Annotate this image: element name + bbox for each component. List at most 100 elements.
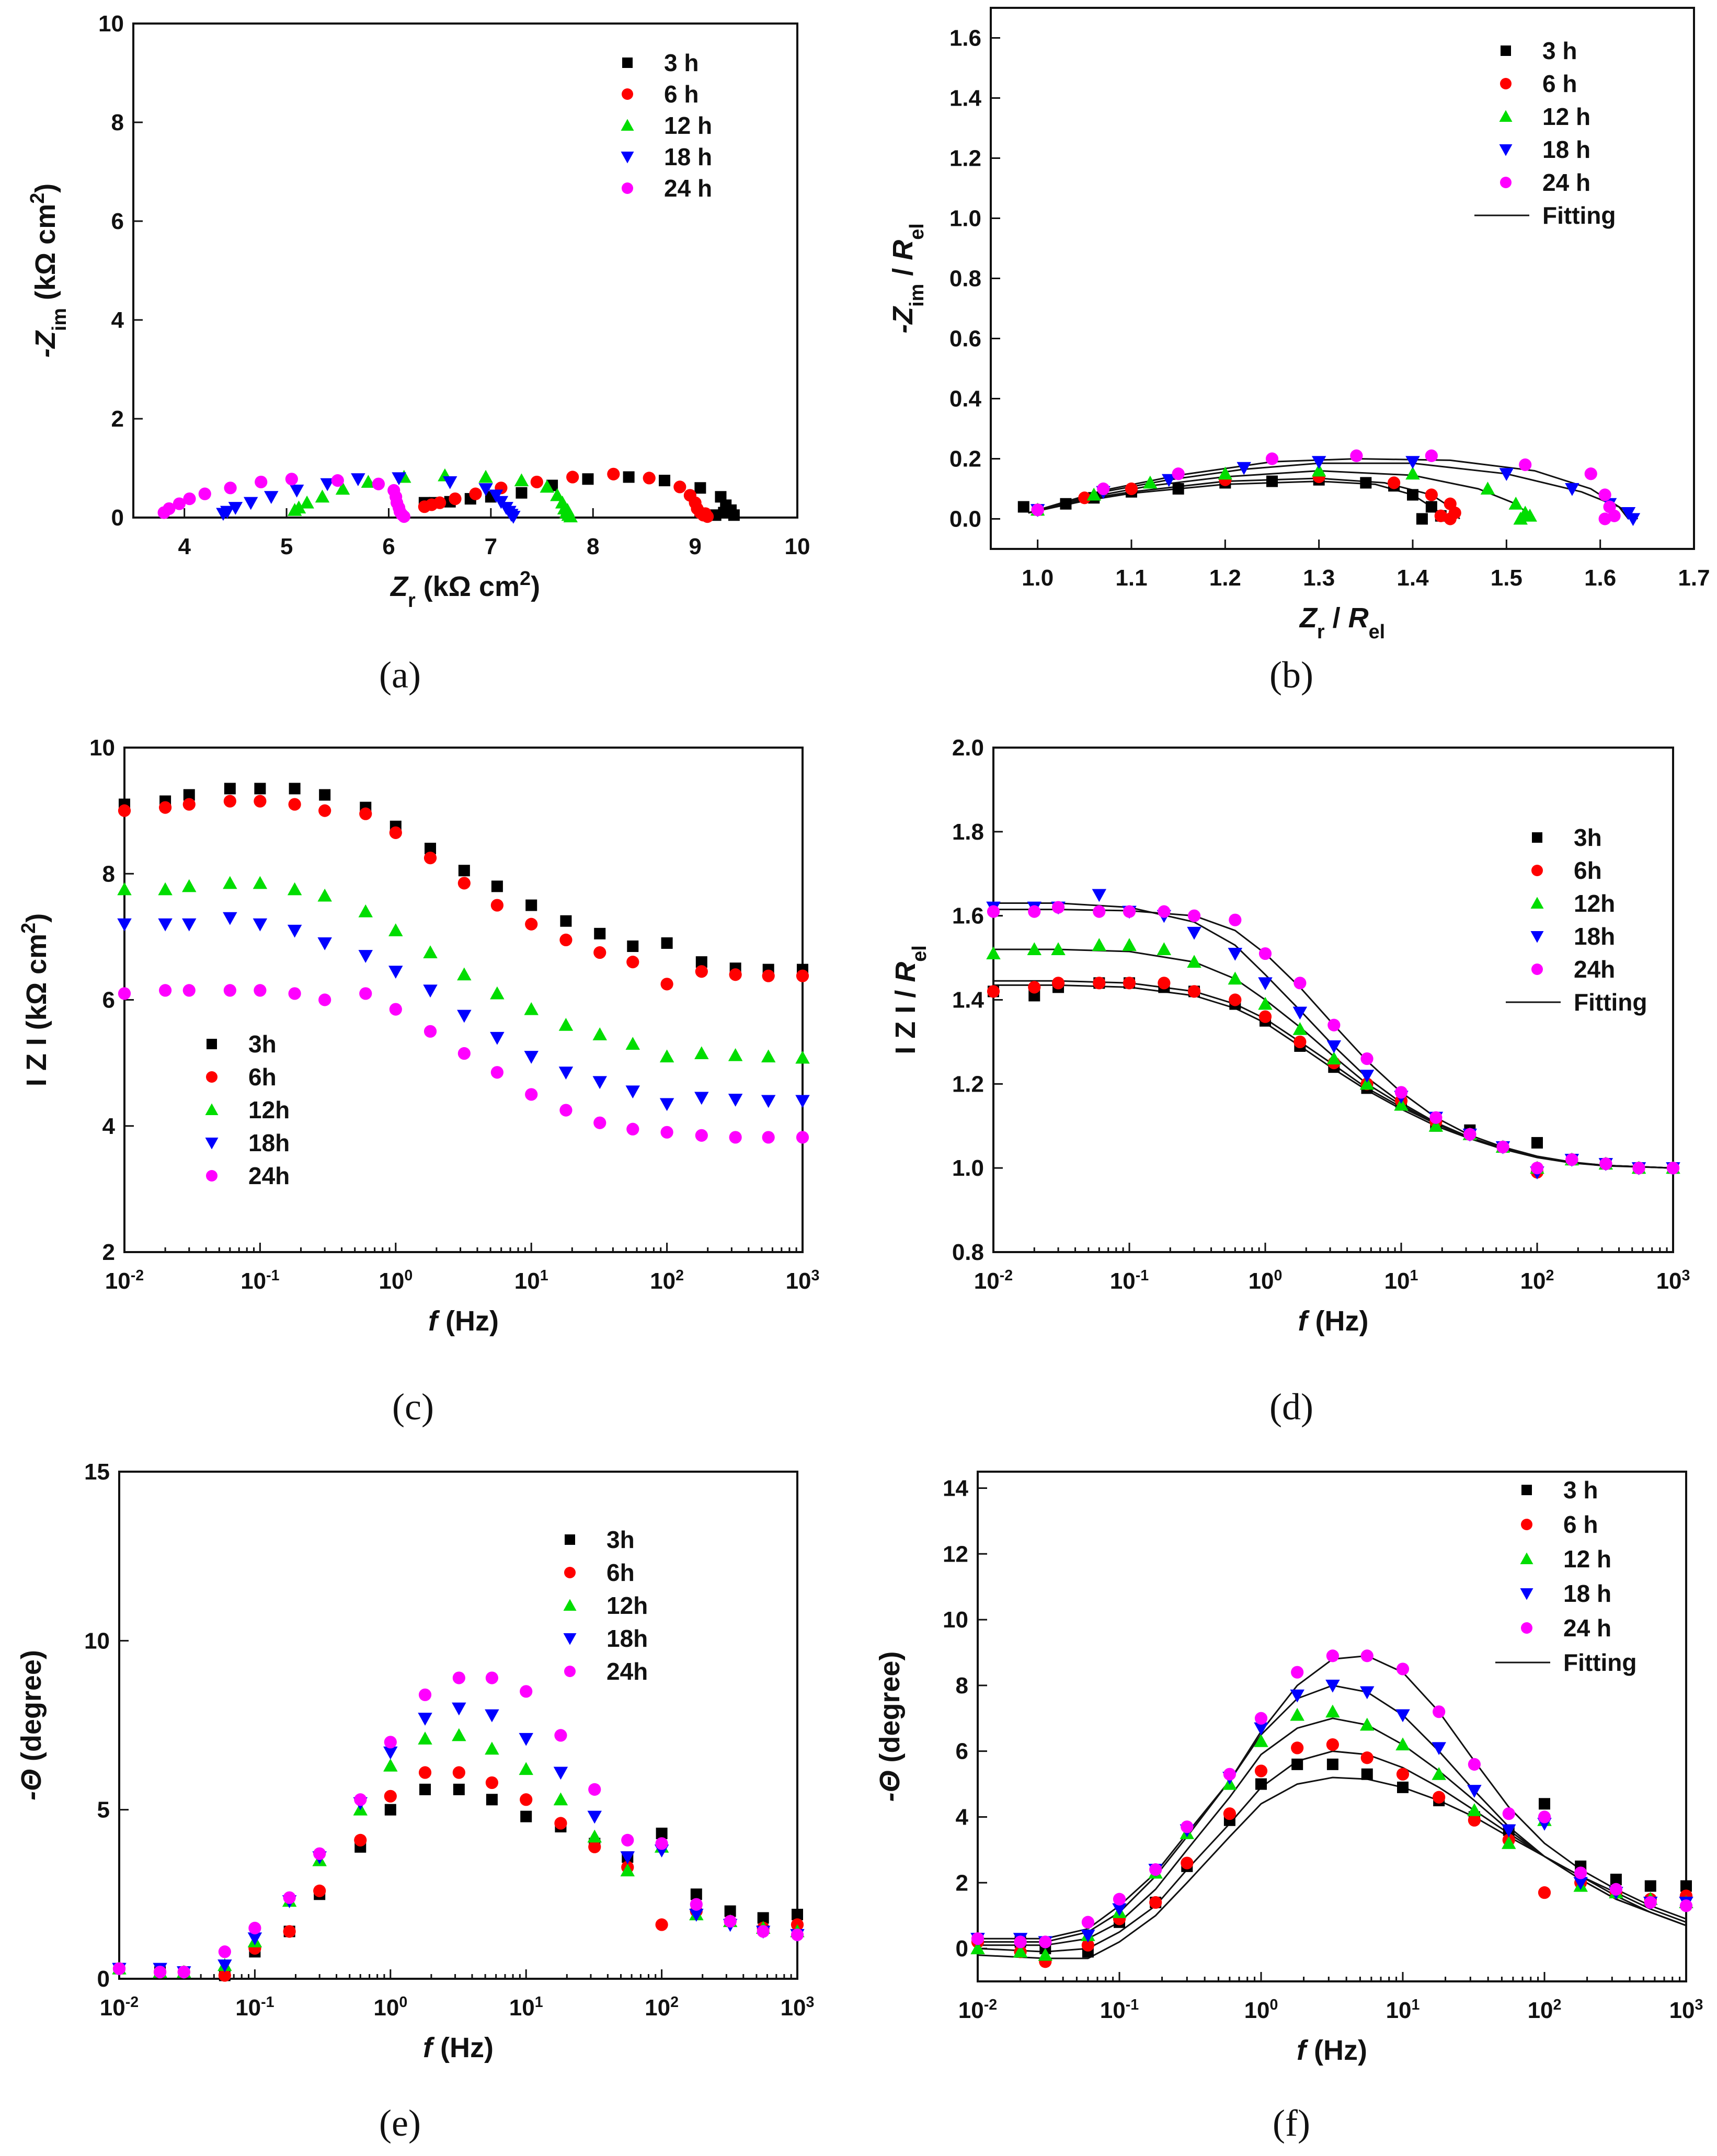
data-point <box>516 487 528 499</box>
legend-label: 12 h <box>1563 1545 1611 1573</box>
data-point <box>223 912 237 925</box>
data-point <box>248 1921 261 1935</box>
x-axis-title: f (Hz) <box>1298 1305 1369 1337</box>
series-24h <box>971 1649 1693 1948</box>
y-axis-title-part: (kΩ cm <box>30 204 61 308</box>
data-point <box>625 1037 640 1050</box>
x-tick-exponent: -2 <box>1000 1267 1013 1284</box>
data-point <box>158 882 173 896</box>
data-point <box>621 1833 634 1847</box>
data-point <box>1311 463 1326 477</box>
data-point <box>1294 1035 1307 1049</box>
data-point <box>987 905 1000 918</box>
data-point <box>389 1003 402 1016</box>
data-point <box>1112 1903 1127 1917</box>
data-point <box>158 801 172 814</box>
y-axis-title: -Θ (degree) <box>874 1651 906 1802</box>
data-point <box>588 1840 601 1853</box>
data-point <box>1388 476 1401 489</box>
x-tick-exponent: 0 <box>399 1994 407 2011</box>
x-axis-title-part: (Hz) <box>1308 1305 1369 1337</box>
series-18h <box>216 472 521 524</box>
data-point <box>300 495 314 509</box>
legend-marker <box>1532 832 1542 843</box>
data-point <box>694 1092 709 1105</box>
legend: 3h 6h 12h 18h 24h Fitting <box>1506 824 1647 1016</box>
x-tick-base: 10 <box>958 1998 984 2023</box>
x-axis-title-part: 2 <box>520 568 531 590</box>
series-24h <box>1031 449 1621 525</box>
x-axis-title-part: el <box>1369 621 1386 643</box>
data-point <box>388 923 403 936</box>
legend-marker <box>1500 78 1512 89</box>
data-point <box>1027 942 1042 955</box>
data-point <box>1181 1856 1194 1870</box>
data-point <box>442 476 457 489</box>
data-point <box>288 987 301 1000</box>
legend-label: 24h <box>1574 956 1615 983</box>
data-point <box>559 933 573 947</box>
data-point <box>792 1909 803 1921</box>
x-tick-label: 102 <box>645 1994 679 2021</box>
x-tick-label: 103 <box>786 1267 820 1294</box>
series-3h <box>113 1783 803 1981</box>
data-point <box>485 1709 499 1723</box>
y-tick-label: 0.8 <box>952 1240 984 1265</box>
legend-label: 6 h <box>1563 1511 1598 1538</box>
legend-marker <box>564 1567 576 1578</box>
y-tick-label: 15 <box>84 1459 110 1485</box>
legend-marker <box>207 1039 217 1049</box>
data-point <box>490 899 503 912</box>
data-point <box>112 1962 126 1975</box>
data-point <box>283 1891 296 1904</box>
data-point <box>1254 1722 1268 1736</box>
x-tick-exponent: 3 <box>1695 1997 1703 2013</box>
data-point <box>729 1131 742 1144</box>
y-tick-label: 10 <box>943 1607 968 1633</box>
x-tick-label: 100 <box>379 1267 413 1294</box>
data-point <box>1157 942 1172 955</box>
x-tick-exponent: 3 <box>1682 1267 1690 1284</box>
data-point <box>1644 1896 1657 1909</box>
data-point <box>183 492 196 506</box>
data-point <box>795 1095 810 1108</box>
legend-label: 18 h <box>1563 1580 1611 1607</box>
x-axis-title-part: (kΩ cm <box>416 571 520 602</box>
x-tick-exponent: 1 <box>1412 1997 1420 2013</box>
data-point <box>659 1098 674 1111</box>
data-point <box>588 1783 601 1796</box>
data-point <box>1051 977 1065 990</box>
plot-frame <box>990 7 1695 550</box>
data-point <box>372 477 385 490</box>
data-point <box>1292 1022 1308 1035</box>
data-point <box>361 475 376 488</box>
y-tick-label: 0.6 <box>949 326 981 352</box>
x-axis-title: Zr (kΩ cm2) <box>390 568 540 612</box>
data-point <box>1360 477 1372 489</box>
data-point <box>1228 948 1243 961</box>
x-tick-label: 1.0 <box>1022 565 1054 591</box>
legend-marker <box>1500 177 1512 188</box>
data-point <box>1181 1820 1194 1833</box>
data-point <box>1255 1778 1267 1790</box>
data-point <box>690 1898 703 1911</box>
data-point <box>1360 1052 1373 1065</box>
legend-marker <box>563 1599 577 1611</box>
data-point <box>1290 1707 1304 1721</box>
series-18h <box>112 1702 805 1979</box>
y-tick-label: 1.4 <box>952 988 985 1013</box>
y-axis-title-part: (degree) <box>874 1651 906 1770</box>
data-point <box>796 1131 809 1144</box>
plot-frame <box>123 747 804 1253</box>
legend-marker <box>1531 865 1543 876</box>
x-tick-label: 103 <box>781 1994 815 2021</box>
data-point <box>285 473 298 486</box>
data-point <box>1161 474 1176 487</box>
data-point <box>423 851 437 865</box>
legend-label: 3 h <box>1542 37 1577 64</box>
data-point <box>287 924 302 938</box>
data-point <box>655 1918 668 1931</box>
data-point <box>253 876 268 889</box>
data-point <box>1254 1764 1268 1777</box>
